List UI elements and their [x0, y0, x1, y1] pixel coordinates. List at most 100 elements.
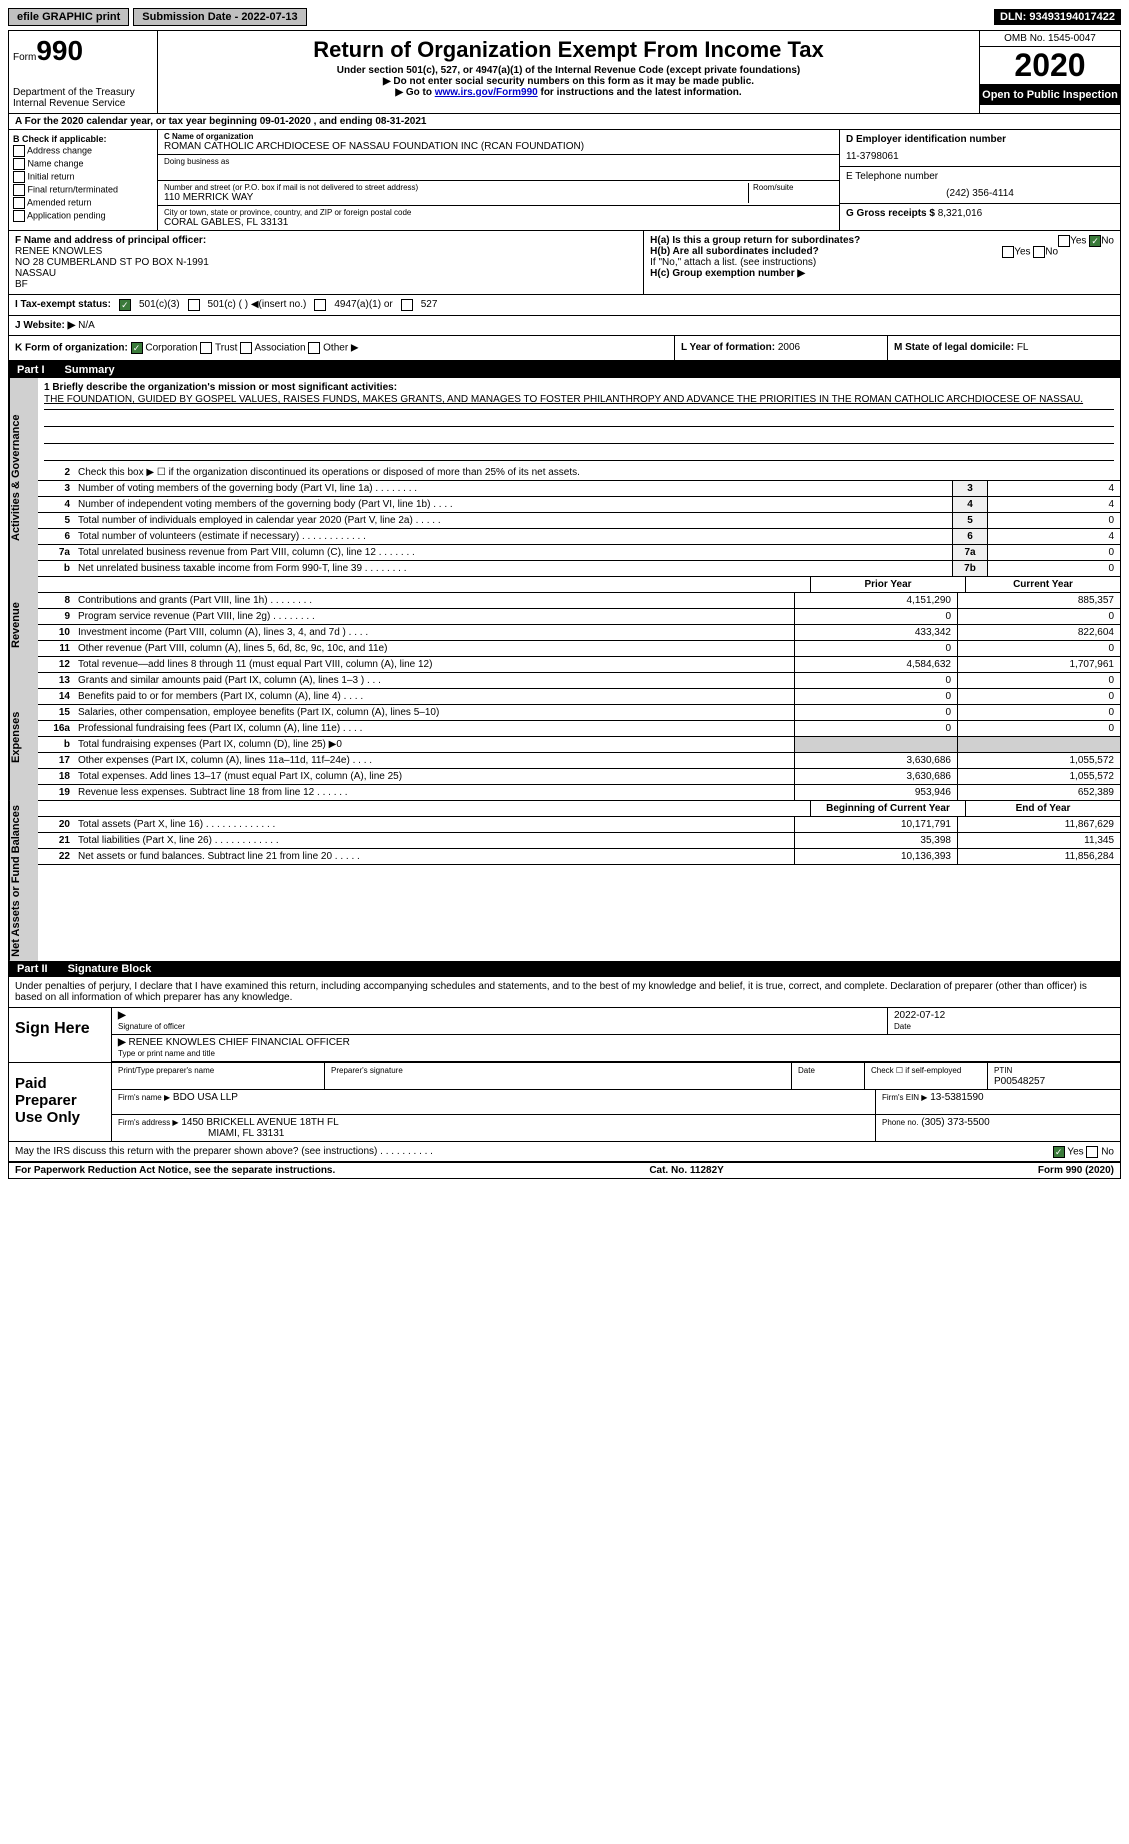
part-ii-subtitle: Signature Block [68, 963, 152, 975]
street-label: Number and street (or P.O. box if mail i… [164, 183, 748, 192]
declaration-text: Under penalties of perjury, I declare th… [9, 977, 1120, 1008]
trust-checkbox[interactable] [200, 342, 212, 354]
table-row: bTotal fundraising expenses (Part IX, co… [38, 737, 1120, 753]
officer-name-title: RENEE KNOWLES CHIEF FINANCIAL OFFICER [128, 1037, 349, 1048]
501c-checkbox[interactable] [188, 299, 200, 311]
omb-number: OMB No. 1545-0047 [980, 31, 1120, 47]
name-change-checkbox[interactable] [13, 158, 25, 170]
phone-value: (242) 356-4114 [846, 188, 1114, 199]
hb-yes-checkbox[interactable] [1002, 246, 1014, 258]
governance-side-label: Activities & Governance [9, 378, 38, 577]
m-value: FL [1017, 342, 1029, 353]
527-checkbox[interactable] [401, 299, 413, 311]
begin-year-header: Beginning of Current Year [810, 801, 965, 816]
open-public-label: Open to Public Inspection [980, 85, 1120, 105]
discuss-text: May the IRS discuss this return with the… [15, 1146, 433, 1157]
hc-label: H(c) Group exemption number ▶ [650, 268, 805, 279]
501c3-checkbox[interactable] [119, 299, 131, 311]
ha-yes-checkbox[interactable] [1058, 235, 1070, 247]
table-row: 18Total expenses. Add lines 13–17 (must … [38, 769, 1120, 785]
table-row: 10Investment income (Part VIII, column (… [38, 625, 1120, 641]
ptin-value: P00548257 [994, 1076, 1045, 1087]
amended-return-checkbox[interactable] [13, 197, 25, 209]
corp-checkbox[interactable] [131, 342, 143, 354]
assoc-checkbox[interactable] [240, 342, 252, 354]
end-year-header: End of Year [965, 801, 1120, 816]
dba-label: Doing business as [164, 157, 833, 166]
hb-no-checkbox[interactable] [1033, 246, 1045, 258]
initial-return-checkbox[interactable] [13, 171, 25, 183]
gross-label: G Gross receipts $ [846, 208, 935, 219]
current-year-header: Current Year [965, 577, 1120, 592]
expenses-side-label: Expenses [9, 673, 38, 801]
table-row: 13Grants and similar amounts paid (Part … [38, 673, 1120, 689]
table-row: 17Other expenses (Part IX, column (A), l… [38, 753, 1120, 769]
hb-label: H(b) Are all subordinates included? [650, 246, 819, 257]
paid-preparer-label: Paid Preparer Use Only [9, 1063, 112, 1141]
ha-no-checkbox[interactable] [1089, 235, 1101, 247]
line-2: Check this box ▶ ☐ if the organization d… [74, 465, 1120, 480]
part-i-label: Part I [17, 364, 45, 376]
hb-note: If "No," attach a list. (see instruction… [650, 257, 1114, 268]
officer-label: F Name and address of principal officer: [15, 235, 637, 246]
netassets-side-label: Net Assets or Fund Balances [9, 801, 38, 961]
subtitle-1: Under section 501(c), 527, or 4947(a)(1)… [162, 65, 975, 76]
firm-ein: 13-5381590 [930, 1092, 983, 1103]
l-label: L Year of formation: [681, 342, 775, 353]
street-value: 110 MERRICK WAY [164, 192, 748, 203]
sign-here-label: Sign Here [9, 1008, 112, 1062]
instructions-link[interactable]: www.irs.gov/Form990 [435, 87, 538, 98]
gross-value: 8,321,016 [938, 208, 983, 219]
final-return-checkbox[interactable] [13, 184, 25, 196]
line-4-val: 4 [987, 497, 1120, 512]
application-pending-checkbox[interactable] [13, 210, 25, 222]
name-label: C Name of organization [164, 132, 833, 141]
goto-prefix: ▶ Go to [395, 87, 434, 98]
4947-checkbox[interactable] [314, 299, 326, 311]
table-row: 11Other revenue (Part VIII, column (A), … [38, 641, 1120, 657]
officer-addr2: NASSAU [15, 268, 637, 279]
footer-left: For Paperwork Reduction Act Notice, see … [15, 1165, 335, 1176]
org-name: ROMAN CATHOLIC ARCHDIOCESE OF NASSAU FOU… [164, 141, 833, 152]
line-7b-val: 0 [987, 561, 1120, 576]
m-label: M State of legal domicile: [894, 342, 1014, 353]
firm-name: BDO USA LLP [173, 1092, 238, 1103]
l-value: 2006 [778, 342, 800, 353]
footer-right: Form 990 (2020) [1038, 1165, 1114, 1176]
discuss-yes-checkbox[interactable] [1053, 1146, 1065, 1158]
period-row: A For the 2020 calendar year, or tax yea… [9, 114, 1120, 130]
k-label: K Form of organization: [15, 343, 128, 354]
discuss-no-checkbox[interactable] [1086, 1146, 1098, 1158]
line-5-val: 0 [987, 513, 1120, 528]
form-label: Form [13, 52, 36, 63]
table-row: 14Benefits paid to or for members (Part … [38, 689, 1120, 705]
mission-label: 1 Briefly describe the organization's mi… [44, 382, 1114, 393]
officer-addr1: NO 28 CUMBERLAND ST PO BOX N-1991 [15, 257, 637, 268]
ha-label: H(a) Is this a group return for subordin… [650, 235, 860, 246]
form-title: Return of Organization Exempt From Incom… [162, 37, 975, 63]
city-label: City or town, state or province, country… [164, 208, 833, 217]
firm-city: MIAMI, FL 33131 [208, 1128, 284, 1139]
table-row: 21Total liabilities (Part X, line 26) . … [38, 833, 1120, 849]
city-value: CORAL GABLES, FL 33131 [164, 217, 833, 228]
mission-text: THE FOUNDATION, GUIDED BY GOSPEL VALUES,… [44, 393, 1114, 410]
part-i-subtitle: Summary [65, 364, 115, 376]
other-checkbox[interactable] [308, 342, 320, 354]
table-row: 12Total revenue—add lines 8 through 11 (… [38, 657, 1120, 673]
table-row: 16aProfessional fundraising fees (Part I… [38, 721, 1120, 737]
firm-addr: 1450 BRICKELL AVENUE 18TH FL [181, 1117, 338, 1128]
dln-label: DLN: 93493194017422 [994, 9, 1121, 25]
ein-value: 11-3798061 [846, 151, 1114, 162]
line-3-val: 4 [987, 481, 1120, 496]
website-label: J Website: ▶ [15, 320, 75, 331]
firm-phone: (305) 373-5500 [921, 1117, 989, 1128]
table-row: 22Net assets or fund balances. Subtract … [38, 849, 1120, 865]
phone-label: E Telephone number [846, 171, 1114, 182]
section-b-label: B Check if applicable: [13, 134, 153, 144]
address-change-checkbox[interactable] [13, 145, 25, 157]
sig-date: 2022-07-12 [894, 1010, 945, 1021]
table-row: 15Salaries, other compensation, employee… [38, 705, 1120, 721]
table-row: 8Contributions and grants (Part VIII, li… [38, 593, 1120, 609]
prior-year-header: Prior Year [810, 577, 965, 592]
efile-label: efile GRAPHIC print [8, 8, 129, 26]
